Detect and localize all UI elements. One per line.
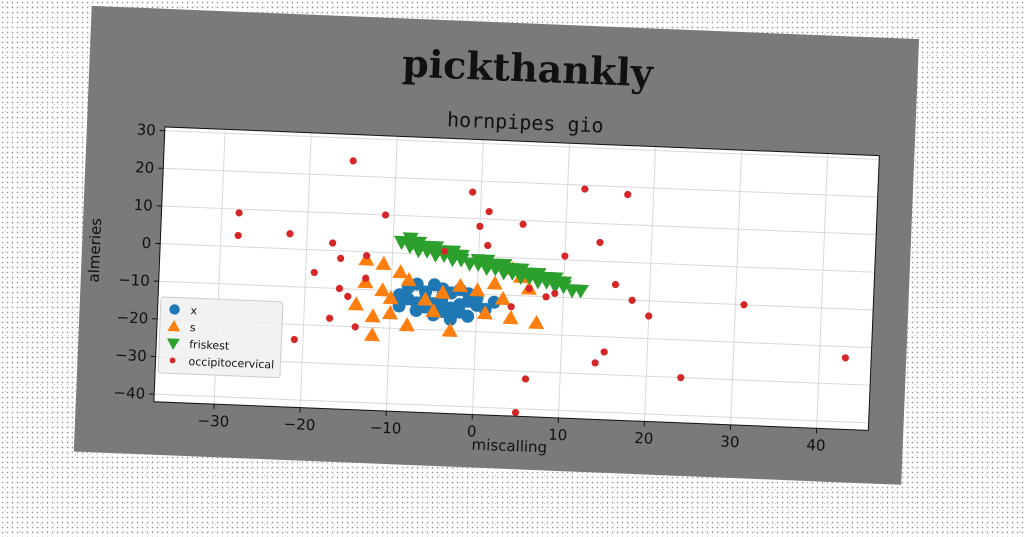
y-tick-label: −30 [115,346,147,365]
x-tick-label: −30 [197,411,229,430]
x-tick-label: 40 [806,436,826,455]
x-axis-label: miscalling [471,436,547,457]
x-tick-label: −10 [369,418,401,437]
x-tick-label: −20 [283,415,315,434]
y-tick-label: −10 [118,271,150,290]
y-tick-label: 20 [135,158,155,177]
y-tick-label: −20 [116,308,148,327]
legend-label: s [190,321,197,334]
y-axis-label: almeries [85,217,106,282]
x-tick-label: 20 [634,429,654,448]
y-tick-label: 30 [136,121,156,140]
y-tick-label: 10 [133,196,153,215]
y-tick-label: −40 [113,384,145,403]
x-tick-label: 10 [548,426,568,445]
x-tick-label: 30 [720,432,740,451]
legend-label: friskest [189,338,230,353]
y-tick-label: 0 [141,234,151,252]
legend-label: x [190,304,198,317]
